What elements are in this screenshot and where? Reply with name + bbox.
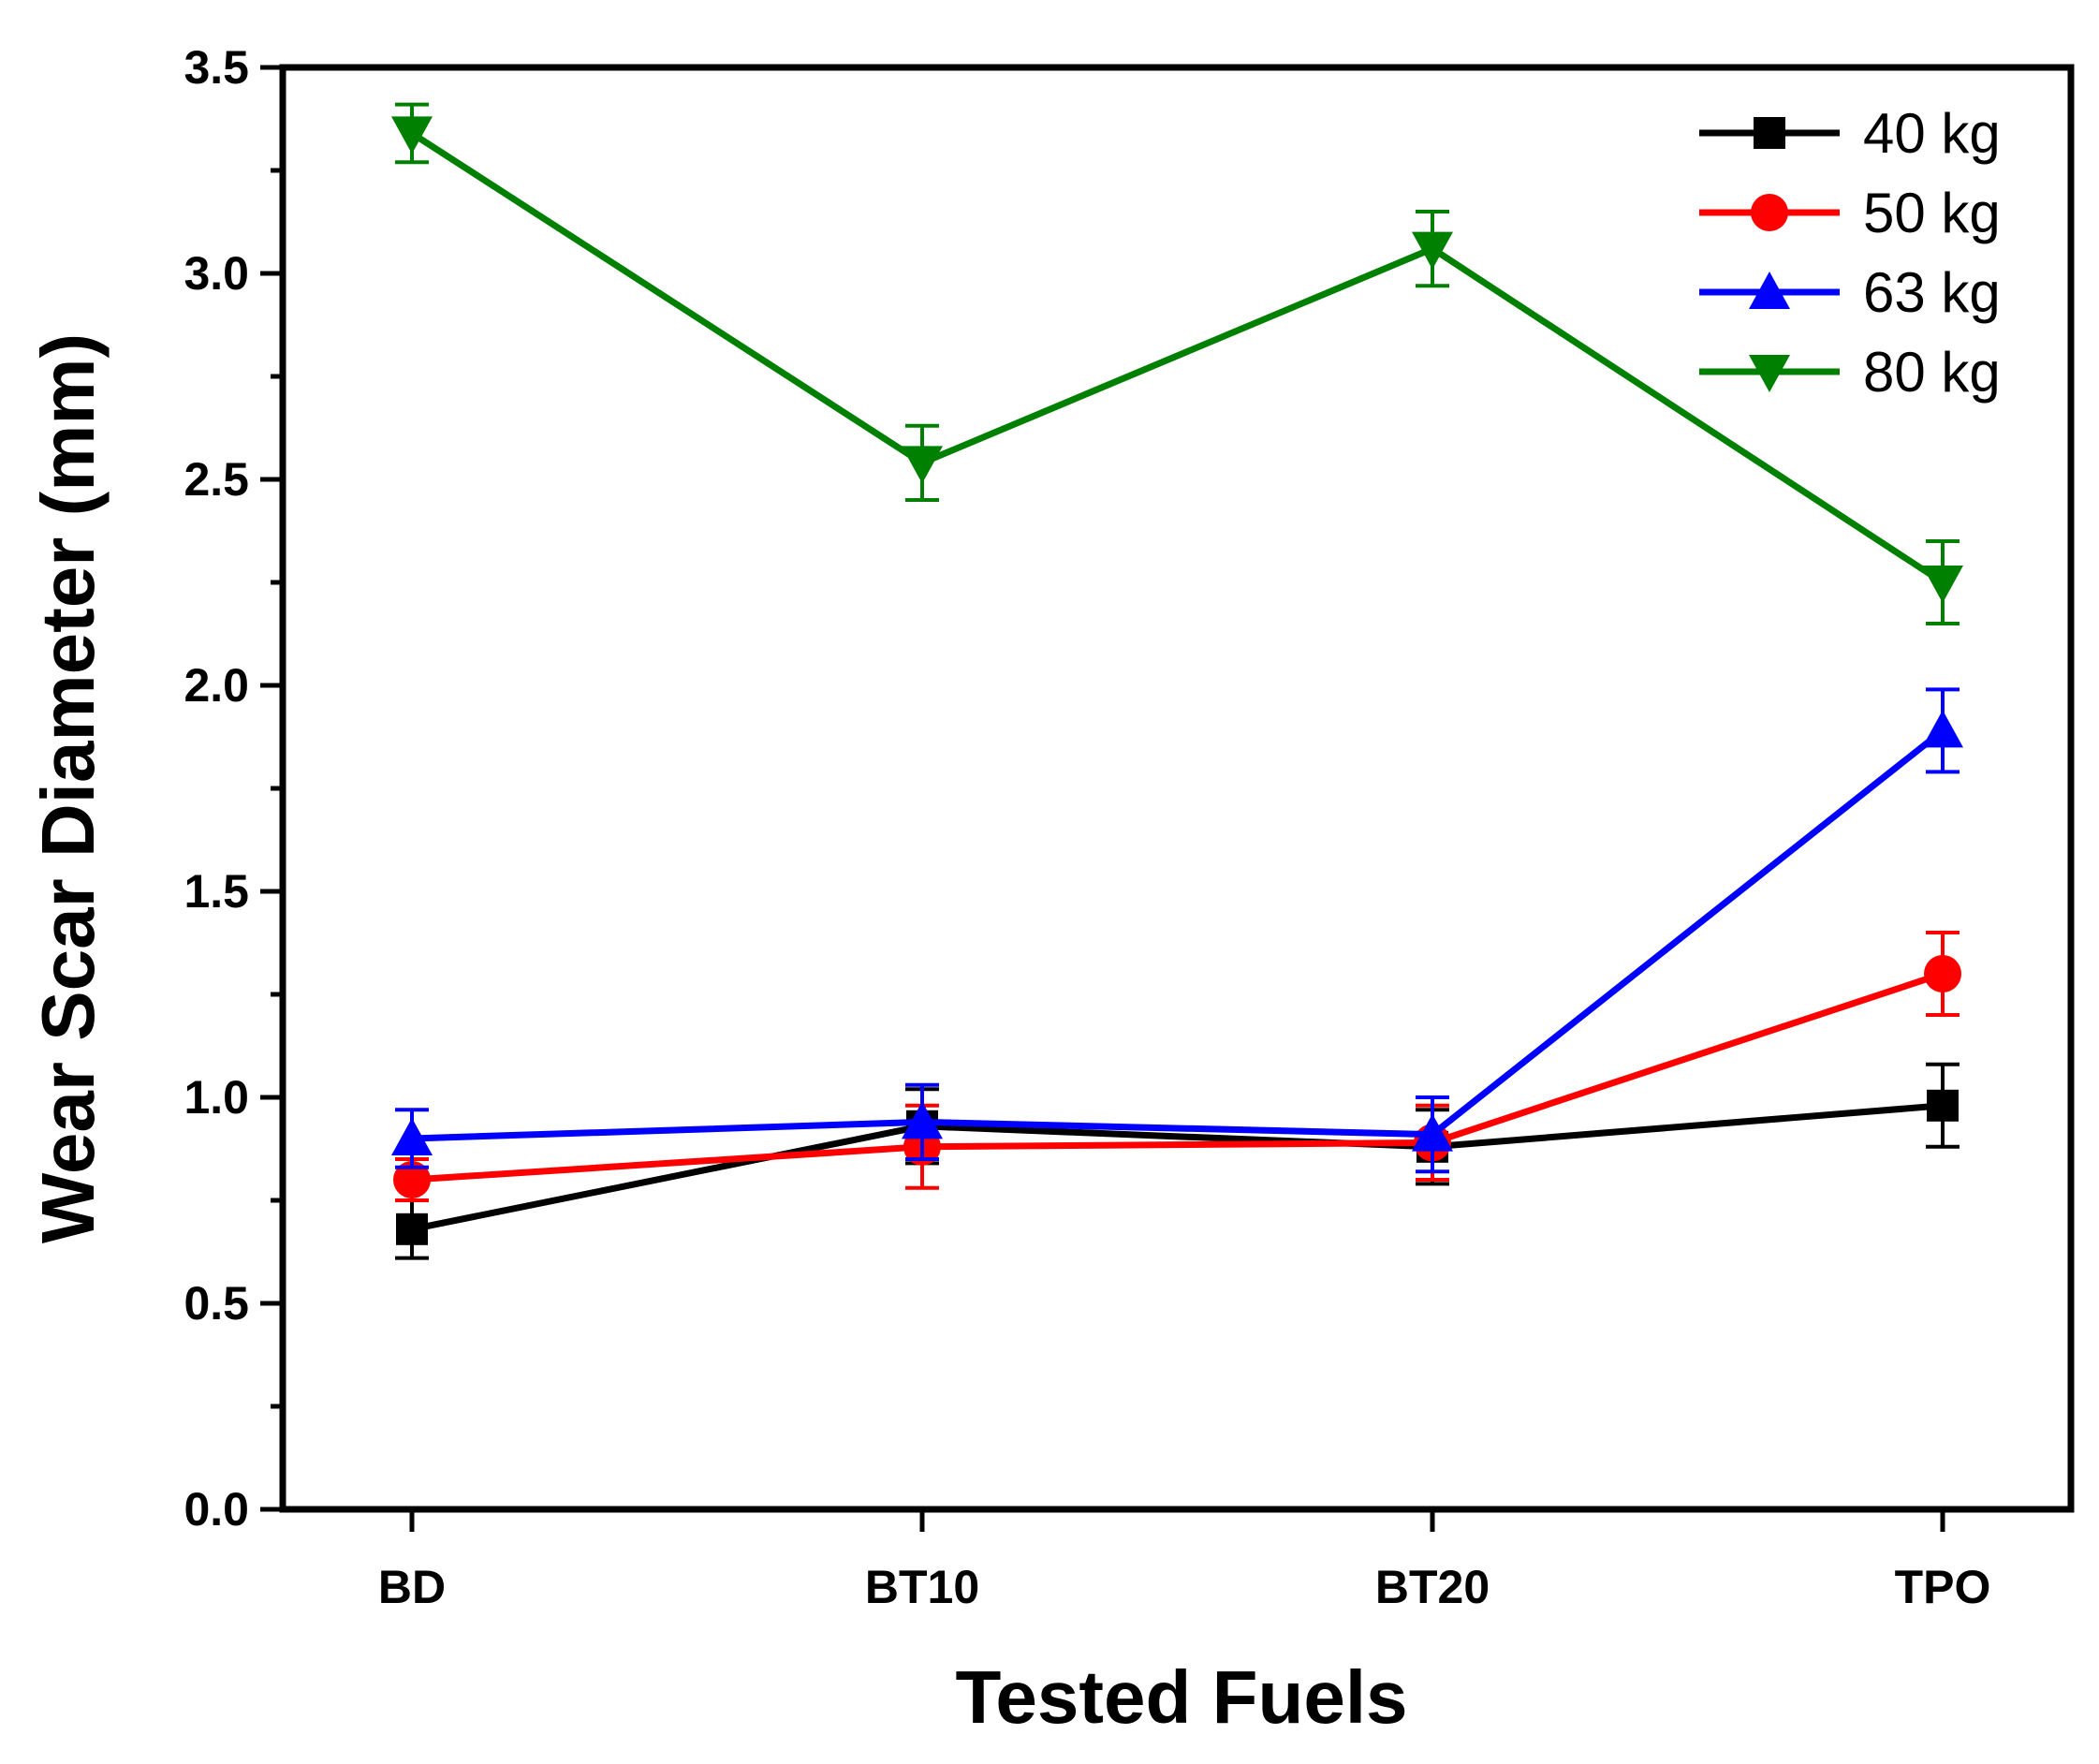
y-tick-label: 3.0 [183,247,249,300]
y-tick-label: 1.0 [183,1071,249,1124]
y-tick-label: 3.5 [183,41,249,94]
x-tick-label: BD [378,1561,446,1613]
x-axis-title: Tested Fuels [955,1655,1407,1739]
y-tick-label: 2.0 [183,659,249,712]
x-tick-label: BT10 [865,1561,979,1613]
legend-marker [1749,272,1790,309]
legend: 40 kg 50 kg 63 kg 80 kg [1699,102,2001,404]
y-tick-label: 0.5 [183,1277,249,1330]
data-point [1922,566,1963,603]
y-tick-label: 1.5 [183,865,249,918]
legend-marker [1754,117,1785,149]
y-tick-label: 0.0 [183,1483,249,1536]
series-line [411,728,1945,1142]
y-axis-title: Wear Scar Diameter (mm) [26,333,110,1243]
legend-label: 80 kg [1863,341,2001,404]
legend-item: 50 kg [1699,182,2001,244]
series-line [410,130,1945,585]
series-40-kg [395,1062,1960,1260]
data-point [396,1213,428,1245]
data-point [1924,955,1961,992]
data-point [391,116,433,154]
data-point [391,1118,433,1155]
legend-item: 40 kg [1699,102,2001,165]
series-layer [391,102,1963,1260]
legend-marker [1751,194,1788,231]
series-line [411,970,1945,1183]
x-tick-label: TPO [1895,1561,1991,1613]
data-point [1412,231,1453,270]
series-80-kg [391,102,1963,625]
data-point [393,1161,431,1198]
series-63-kg [391,687,1963,1174]
legend-item: 80 kg [1699,341,2001,404]
legend-marker [1749,355,1790,392]
x-tick-label: BT20 [1375,1561,1490,1613]
legend-label: 63 kg [1863,261,2001,324]
y-tick-label: 2.5 [183,453,249,506]
data-point [1927,1089,1959,1122]
legend-label: 50 kg [1863,182,2001,244]
series-50-kg [393,931,1961,1202]
legend-item: 63 kg [1699,261,2001,324]
data-point [1412,1113,1453,1152]
data-point [1922,710,1963,748]
series-line [411,1102,1944,1233]
axis-layer: 0.0 0.5 1.0 1.5 2.0 2.5 3.0 3.5 BD BT10 BT20 TPO [183,41,1990,1613]
legend-label: 40 kg [1863,102,2001,165]
data-point [902,1101,943,1139]
data-point [902,446,943,484]
